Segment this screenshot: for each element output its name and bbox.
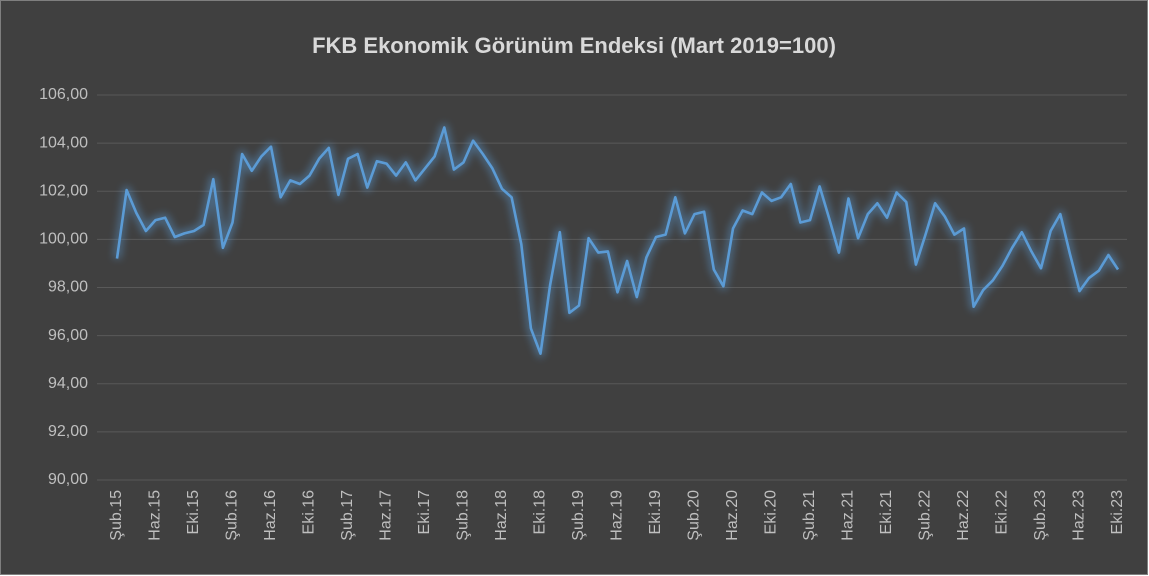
x-tick-label: Haz.16 xyxy=(262,490,279,541)
x-tick-label: Eki.17 xyxy=(416,490,433,535)
x-tick-label: Şub.21 xyxy=(801,490,818,541)
x-tick-label: Haz.20 xyxy=(724,490,741,541)
x-tick-label: Haz.19 xyxy=(609,490,626,541)
x-tick-label: Haz.23 xyxy=(1071,490,1088,541)
x-tick-label: Şub.16 xyxy=(224,490,241,541)
x-tick-label: Haz.15 xyxy=(147,490,164,541)
x-tick-label: Haz.21 xyxy=(840,490,857,541)
x-tick-label: Eki.15 xyxy=(185,490,202,535)
x-tick-label: Şub.18 xyxy=(455,490,472,541)
y-tick-label: 94,00 xyxy=(48,375,88,392)
x-tick-label: Eki.18 xyxy=(532,490,549,535)
y-tick-label: 98,00 xyxy=(48,279,88,296)
y-tick-label: 90,00 xyxy=(48,471,88,488)
x-tick-label: Şub.22 xyxy=(917,490,934,541)
y-tick-label: 92,00 xyxy=(48,423,88,440)
x-tick-label: Eki.23 xyxy=(1109,490,1126,535)
y-tick-label: 96,00 xyxy=(48,327,88,344)
x-tick-label: Eki.21 xyxy=(878,490,895,535)
x-tick-label: Şub.19 xyxy=(570,490,587,541)
y-tick-label: 100,00 xyxy=(39,231,88,248)
line xyxy=(115,126,1120,355)
x-tick-label: Eki.19 xyxy=(647,490,664,535)
y-tick-label: 104,00 xyxy=(39,134,88,151)
x-tick-label: Haz.22 xyxy=(955,490,972,541)
y-tick-label: 106,00 xyxy=(39,86,88,103)
x-tick-label: Şub.17 xyxy=(339,490,356,541)
x-tick-label: Eki.22 xyxy=(994,490,1011,535)
x-tick-label: Eki.20 xyxy=(763,490,780,535)
x-tick-label: Eki.16 xyxy=(301,490,318,535)
x-tick-label: Şub.15 xyxy=(108,490,125,541)
x-tick-label: Haz.18 xyxy=(493,490,510,541)
x-tick-label: Şub.23 xyxy=(1032,490,1049,541)
x-tick-label: Şub.20 xyxy=(686,490,703,541)
x-tick-label: Haz.17 xyxy=(378,490,395,541)
chart-title: FKB Ekonomik Görünüm Endeksi (Mart 2019=… xyxy=(312,33,836,58)
y-tick-label: 102,00 xyxy=(39,182,88,199)
